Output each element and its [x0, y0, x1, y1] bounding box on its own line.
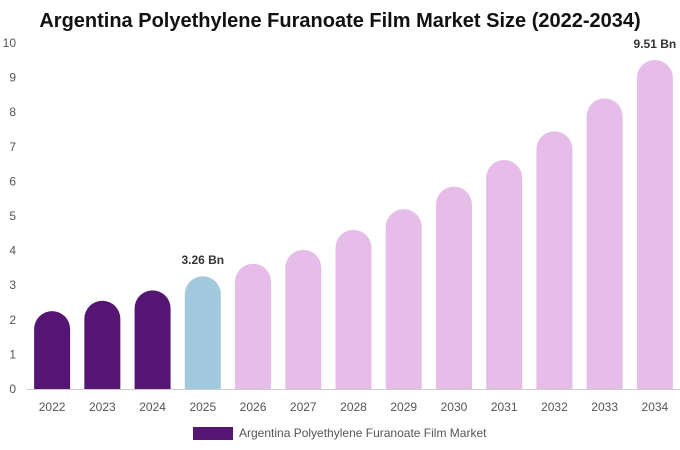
y-tick-label: 9 — [9, 71, 16, 85]
bar-2030 — [435, 186, 472, 389]
bar-2023 — [84, 300, 121, 389]
x-tick-label: 2028 — [340, 400, 367, 414]
y-tick-label: 6 — [9, 174, 16, 188]
x-tick-label: 2032 — [541, 400, 568, 414]
x-axis: 2022 2023 2024 2025 2026 2027 2028 2029 2030 2031… — [27, 389, 680, 414]
y-tick-label: 1 — [9, 347, 16, 361]
y-axis: 0 1 2 3 4 5 6 7 8 9 10 — [3, 36, 17, 396]
legend-swatch — [193, 427, 233, 440]
y-tick-label: 10 — [3, 36, 17, 50]
x-tick-label: 2030 — [441, 400, 468, 414]
x-tick-label: 2024 — [139, 400, 166, 414]
x-tick-label: 2031 — [491, 400, 518, 414]
data-label-2025: 3.26 Bn — [181, 253, 224, 267]
y-tick-label: 2 — [9, 313, 16, 327]
data-labels-group: 3.26 Bn 9.51 Bn — [181, 37, 676, 267]
bar-2034 — [636, 59, 673, 389]
bar-2031 — [486, 159, 523, 389]
x-tick-label: 2025 — [189, 400, 216, 414]
x-tick-label: 2023 — [89, 400, 116, 414]
x-tick-label: 2029 — [390, 400, 417, 414]
chart-title: Argentina Polyethylene Furanoate Film Ma… — [39, 10, 640, 32]
x-tick-label: 2033 — [591, 400, 618, 414]
bar-2024 — [134, 290, 171, 389]
bar-2027 — [285, 249, 322, 389]
y-tick-label: 4 — [9, 244, 16, 258]
bar-2025 — [184, 276, 221, 389]
bar-2026 — [235, 263, 272, 389]
bar-2032 — [536, 131, 573, 390]
y-tick-label: 8 — [9, 105, 16, 119]
y-tick-label: 7 — [9, 140, 16, 154]
x-tick-label: 2022 — [39, 400, 66, 414]
bar-2028 — [335, 229, 372, 389]
data-label-2034: 9.51 Bn — [634, 37, 677, 51]
bars-group — [34, 59, 673, 390]
x-tick-label: 2027 — [290, 400, 317, 414]
x-tick-label: 2034 — [642, 400, 669, 414]
bar-2033 — [586, 98, 623, 390]
x-tick-label: 2026 — [240, 400, 267, 414]
bar-2022 — [34, 311, 71, 389]
y-tick-label: 0 — [9, 382, 16, 396]
y-tick-label: 3 — [9, 278, 16, 292]
bar-2029 — [385, 209, 422, 389]
legend-label: Argentina Polyethylene Furanoate Film Ma… — [239, 426, 487, 440]
y-tick-label: 5 — [9, 209, 16, 223]
legend: Argentina Polyethylene Furanoate Film Ma… — [193, 426, 487, 440]
